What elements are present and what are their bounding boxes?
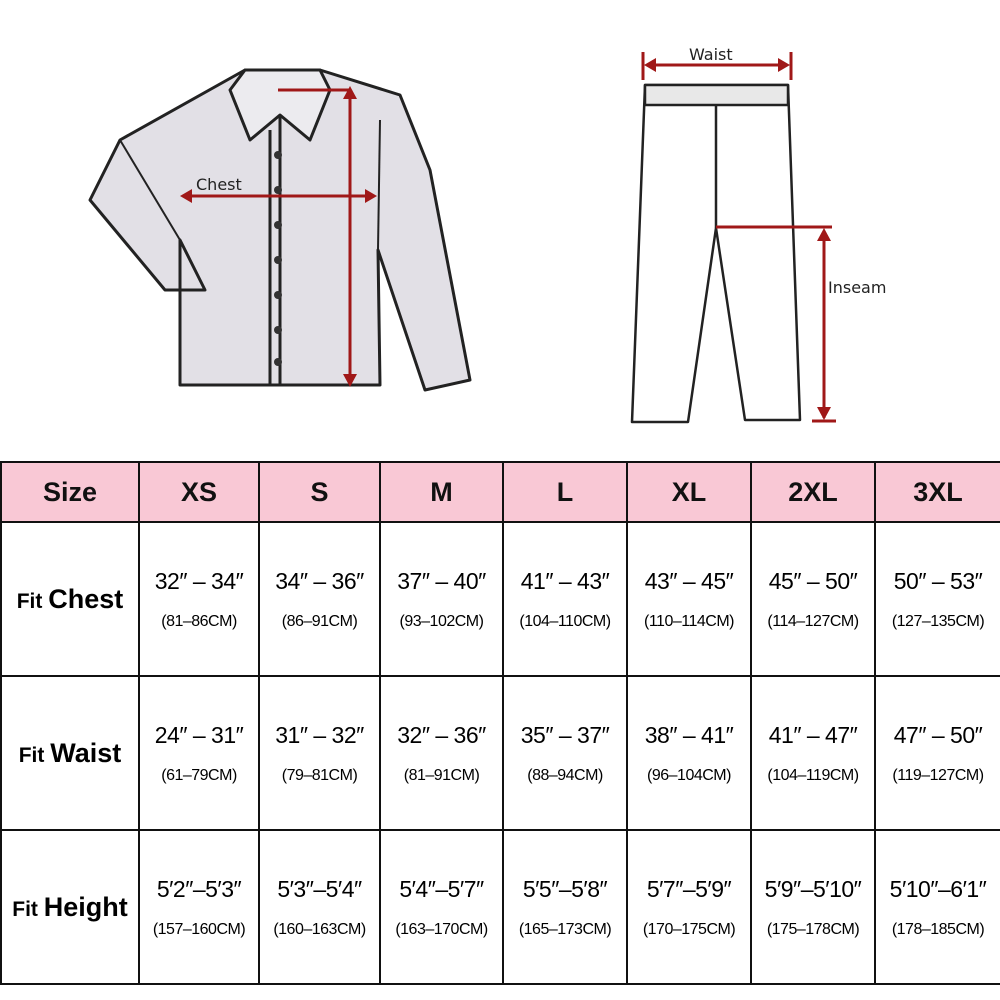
metric-range: (79–81CM) [281, 766, 358, 784]
metric-range: (157–160CM) [152, 920, 246, 938]
imperial-range: 24″ – 31″ [154, 721, 244, 748]
metric-range: (81–91CM) [403, 766, 480, 784]
metric-range: (170–175CM) [642, 920, 736, 938]
imperial-range: 5′3″–5′4″ [277, 875, 362, 902]
metric-range: (104–110CM) [519, 612, 611, 630]
imperial-range: 32″ – 36″ [397, 721, 486, 748]
metric-range: (178–185CM) [891, 920, 985, 938]
size-chart-table: Size XS S M L XL 2XL 3XL Fit Chest 32″ – … [0, 461, 1000, 985]
size-l: L [502, 461, 628, 523]
garment-diagrams: Chest Waist Inseam [88, 45, 886, 424]
table-cell: 5′10″–6′1″ (178–185CM) [874, 829, 1000, 985]
imperial-range: 41″ – 43″ [520, 567, 610, 594]
metric-range: (127–135CM) [891, 612, 985, 630]
row-prefix: Fit [12, 897, 38, 921]
row-label: Waist [50, 737, 122, 768]
size-2xl: 2XL [750, 461, 876, 523]
imperial-range: 32″ – 34″ [154, 567, 244, 594]
size-header: Size [0, 461, 140, 523]
metric-range: (96–104CM) [647, 766, 731, 784]
table-cell: 5′4″–5′7″ (163–170CM) [379, 829, 504, 985]
metric-range: (165–173CM) [518, 920, 612, 938]
metric-range: (110–114CM) [644, 612, 734, 630]
imperial-range: 45″ – 50″ [768, 567, 858, 594]
table-cell: 45″ – 50″ (114–127CM) [750, 521, 876, 677]
imperial-range: 37″ – 40″ [397, 567, 486, 594]
imperial-range: 31″ – 32″ [275, 721, 364, 748]
table-cell: 5′5″–5′8″ (165–173CM) [502, 829, 628, 985]
metric-range: (163–170CM) [395, 920, 488, 938]
table-cell: 35″ – 37″ (88–94CM) [502, 675, 628, 831]
table-cell: 31″ – 32″ (79–81CM) [258, 675, 381, 831]
metric-range: (160–163CM) [273, 920, 366, 938]
imperial-range: 5′2″–5′3″ [156, 875, 242, 902]
shirt-illustration [88, 68, 472, 392]
imperial-range: 43″ – 45″ [644, 567, 734, 594]
table-cell: 34″ – 36″ (86–91CM) [258, 521, 381, 677]
row-prefix: Fit [16, 589, 43, 613]
size-s: S [258, 461, 381, 523]
imperial-range: 35″ – 37″ [520, 721, 610, 748]
row-header: Fit Height [0, 829, 140, 985]
row-label: Chest [48, 583, 124, 614]
table-cell: 43″ – 45″ (110–114CM) [626, 521, 752, 677]
chest-label: Chest [196, 175, 242, 194]
table-cell: 41″ – 43″ (104–110CM) [502, 521, 628, 677]
row-header: Fit Waist [0, 675, 140, 831]
metric-range: (93–102CM) [399, 612, 484, 630]
table-cell: 5′9″–5′10″ (175–178CM) [750, 829, 876, 985]
table-cell: 24″ – 31″ (61–79CM) [138, 675, 260, 831]
row-label: Height [43, 891, 128, 922]
table-row-waist: Fit Waist 24″ – 31″ (61–79CM) 31″ – 32″ (79–… [0, 675, 1000, 831]
row-prefix: Fit [18, 743, 45, 767]
table-cell: 50″ – 53″ (127–135CM) [874, 521, 1000, 677]
table-row-chest: Fit Chest 32″ – 34″ (81–86CM) 34″ – 36″ (86–… [0, 521, 1000, 677]
table-cell: 47″ – 50″ (119–127CM) [874, 675, 1000, 831]
metric-range: (175–178CM) [766, 920, 860, 938]
table-cell: 5′3″–5′4″ (160–163CM) [258, 829, 381, 985]
imperial-range: 5′9″–5′10″ [764, 875, 862, 902]
metric-range: (86–91CM) [281, 612, 358, 630]
table-cell: 5′7″–5′9″ (170–175CM) [626, 829, 752, 985]
size-m: M [379, 461, 504, 523]
metric-range: (81–86CM) [161, 612, 237, 630]
table-row-height: Fit Height 5′2″–5′3″ (157–160CM) 5′3″–5′4″ (… [0, 829, 1000, 985]
table-cell: 37″ – 40″ (93–102CM) [379, 521, 504, 677]
imperial-range: 5′4″–5′7″ [399, 875, 484, 902]
metric-range: (119–127CM) [892, 766, 984, 784]
table-cell: 32″ – 36″ (81–91CM) [379, 675, 504, 831]
size-xs: XS [138, 461, 260, 523]
imperial-range: 50″ – 53″ [893, 567, 983, 594]
imperial-range: 5′10″–6′1″ [889, 875, 987, 902]
shirt-measure-arrows [180, 86, 377, 387]
metric-range: (104–119CM) [767, 766, 859, 784]
table-cell: 41″ – 47″ (104–119CM) [750, 675, 876, 831]
metric-range: (88–94CM) [527, 766, 603, 784]
table-cell: 32″ – 34″ (81–86CM) [138, 521, 260, 677]
imperial-range: 38″ – 41″ [644, 721, 734, 748]
size-xl: XL [626, 461, 752, 523]
inseam-label: Inseam [828, 278, 886, 297]
table-cell: 5′2″–5′3″ (157–160CM) [138, 829, 260, 985]
pants-illustration [630, 83, 802, 424]
header-row: Size XS S M L XL 2XL 3XL [0, 461, 1000, 523]
row-header: Fit Chest [0, 521, 140, 677]
imperial-range: 5′7″–5′9″ [646, 875, 732, 902]
imperial-range: 5′5″–5′8″ [522, 875, 608, 902]
metric-range: (114–127CM) [767, 612, 859, 630]
imperial-range: 47″ – 50″ [893, 721, 983, 748]
imperial-range: 41″ – 47″ [768, 721, 858, 748]
pants-measure-arrows [641, 52, 836, 423]
table-cell: 38″ – 41″ (96–104CM) [626, 675, 752, 831]
size-3xl: 3XL [874, 461, 1000, 523]
imperial-range: 34″ – 36″ [275, 567, 364, 594]
metric-range: (61–79CM) [161, 766, 237, 784]
waist-label: Waist [689, 45, 733, 64]
